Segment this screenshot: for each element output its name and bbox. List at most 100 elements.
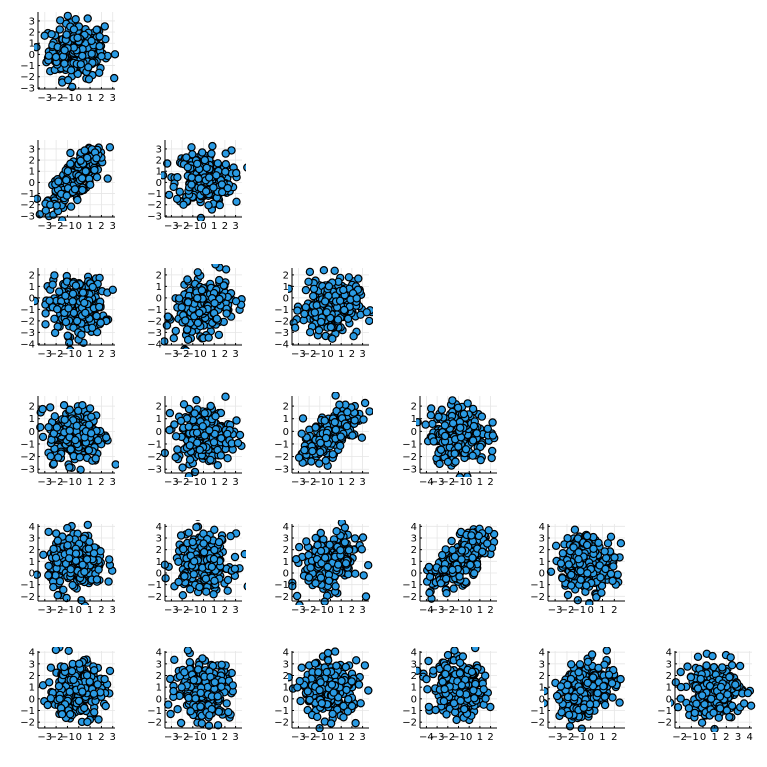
- data-point: [161, 337, 169, 346]
- data-point: [76, 59, 86, 69]
- data-point: [448, 419, 458, 428]
- data-point: [221, 167, 230, 176]
- points-group: [161, 264, 246, 349]
- x-tick-label: 0: [327, 349, 333, 360]
- data-point: [72, 421, 82, 430]
- points-group: [34, 11, 119, 92]
- data-point: [606, 532, 616, 542]
- data-point: [71, 15, 80, 24]
- y-tick-label: 4: [156, 522, 162, 533]
- y-tick-label: 1: [156, 414, 162, 425]
- data-point: [55, 25, 65, 34]
- points-group: [161, 141, 246, 221]
- data-point: [68, 580, 77, 590]
- data-point: [316, 528, 325, 538]
- data-point: [173, 445, 182, 454]
- data-point: [38, 404, 47, 414]
- x-tick-label: −2: [440, 605, 455, 616]
- data-point: [233, 438, 243, 448]
- x-tick-label: −2: [49, 349, 64, 360]
- x-tick-label: 3: [110, 732, 116, 743]
- data-point: [65, 687, 74, 696]
- y-tick-label: 0: [283, 293, 289, 304]
- data-point: [319, 266, 329, 275]
- x-tick-label: 1: [87, 349, 93, 360]
- data-point: [59, 401, 69, 410]
- x-tick-label: 2: [611, 605, 617, 616]
- y-tick-label: −4: [147, 339, 162, 350]
- y-tick-label: 0: [283, 569, 289, 580]
- y-tick-label: 1: [29, 39, 35, 50]
- y-tick-label: −1: [147, 439, 162, 450]
- y-tick-label: 0: [29, 569, 35, 580]
- y-tick-label: 3: [29, 144, 35, 155]
- data-point: [316, 546, 326, 556]
- data-point: [311, 533, 320, 543]
- data-point: [210, 525, 219, 535]
- data-point: [61, 291, 70, 300]
- points-group: [416, 396, 499, 477]
- x-tick-label: −1: [60, 477, 75, 488]
- data-point: [336, 546, 345, 555]
- data-point: [372, 409, 373, 415]
- data-point: [426, 411, 436, 420]
- data-point: [461, 445, 471, 454]
- data-point: [304, 277, 313, 286]
- y-tick-label: 1: [29, 557, 35, 568]
- data-point: [169, 182, 178, 192]
- data-point: [63, 331, 72, 340]
- data-point: [163, 312, 173, 321]
- data-point: [41, 309, 50, 318]
- data-point: [74, 696, 84, 706]
- data-point: [310, 308, 319, 317]
- data-point: [60, 46, 69, 55]
- data-point: [100, 22, 110, 31]
- x-tick-label: 2: [222, 221, 228, 232]
- data-point: [187, 180, 196, 189]
- data-point: [73, 406, 83, 415]
- data-point: [195, 520, 201, 521]
- data-point: [223, 586, 232, 595]
- y-tick-label: −4: [274, 339, 289, 350]
- y-tick-label: −1: [274, 305, 289, 316]
- y-tick-label: 2: [29, 545, 35, 556]
- data-point: [73, 33, 82, 43]
- data-point: [200, 409, 209, 418]
- y-tick-label: −2: [20, 592, 35, 603]
- data-point: [322, 308, 331, 317]
- data-point: [65, 463, 74, 472]
- y-tick-label: −1: [147, 305, 162, 316]
- data-point: [192, 428, 202, 437]
- y-tick-label: 2: [411, 545, 417, 556]
- x-tick-label: 0: [76, 477, 82, 488]
- y-tick-label: −1: [402, 580, 417, 591]
- data-point: [69, 675, 78, 685]
- data-point: [89, 549, 99, 558]
- x-tick-label: 1: [211, 349, 217, 360]
- data-point: [71, 556, 81, 566]
- data-point: [476, 455, 485, 465]
- data-point: [200, 431, 209, 440]
- data-point: [183, 298, 193, 307]
- data-point: [77, 173, 87, 183]
- data-point: [210, 576, 219, 586]
- data-point: [83, 14, 92, 23]
- points-group: [161, 392, 246, 477]
- data-point: [41, 320, 50, 329]
- data-point: [442, 589, 451, 598]
- x-tick-label: −2: [49, 605, 64, 616]
- data-point: [165, 408, 175, 418]
- y-tick-label: 4: [283, 522, 289, 533]
- data-point: [316, 317, 326, 327]
- data-point: [94, 715, 103, 724]
- data-point: [223, 183, 232, 193]
- data-point: [92, 172, 102, 182]
- data-point: [44, 423, 53, 432]
- data-point: [60, 59, 69, 68]
- data-point: [450, 552, 460, 561]
- x-tick-label: 0: [200, 349, 206, 360]
- x-tick-label: −2: [440, 477, 455, 488]
- data-point: [344, 570, 353, 579]
